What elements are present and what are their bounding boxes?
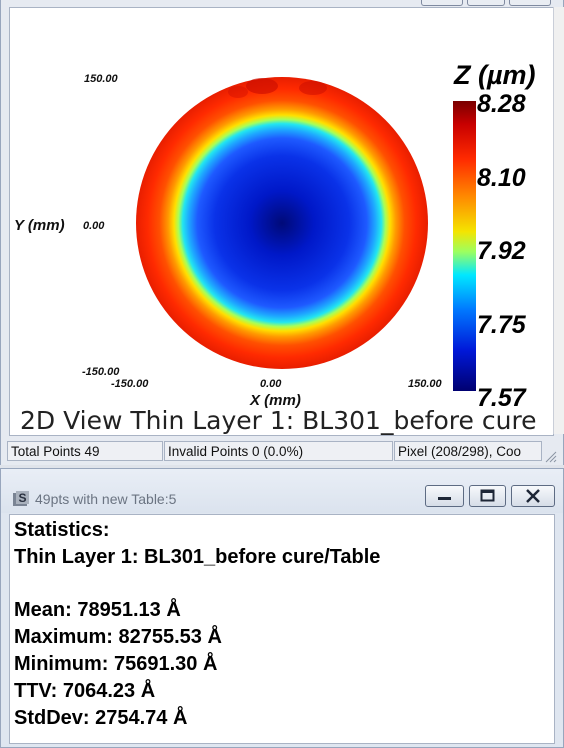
minimize-button-stub[interactable] bbox=[421, 0, 463, 6]
y-axis-label: Y (mm) bbox=[14, 217, 65, 234]
vertical-scrollbar[interactable] bbox=[553, 7, 564, 434]
x-axis-label: X (mm) bbox=[250, 392, 301, 409]
stats-window-title: 49pts with new Table:5 bbox=[35, 491, 177, 507]
hotspot bbox=[228, 86, 248, 98]
stat-ttv: TTV: 7064.23 Å bbox=[14, 680, 156, 702]
colorbar-label: 7.92 bbox=[477, 237, 526, 265]
svg-text:S: S bbox=[18, 491, 26, 505]
x-tick-zero: 0.00 bbox=[260, 378, 282, 390]
invalid-points-status: Invalid Points 0 (0.0%) bbox=[164, 441, 393, 461]
stats-layer-name: Thin Layer 1: BL301_before cure/Table bbox=[14, 546, 381, 568]
x-tick-max: 150.00 bbox=[408, 378, 442, 390]
y-tick-zero: 0.00 bbox=[83, 220, 105, 232]
status-bar: Total Points 49 Invalid Points 0 (0.0%) … bbox=[7, 441, 557, 463]
stats-heading: Statistics: bbox=[14, 519, 110, 541]
colorbar-title: Z (µm) bbox=[454, 60, 536, 90]
stats-titlebar[interactable]: S 49pts with new Table:5 bbox=[1, 469, 563, 513]
close-icon bbox=[526, 489, 540, 503]
stat-maximum: Maximum: 82755.53 Å bbox=[14, 626, 222, 648]
stats-window: S 49pts with new Table:5 Statistics: Thi… bbox=[0, 468, 564, 748]
colorbar-label: 8.28 bbox=[477, 90, 526, 118]
close-button-stub[interactable] bbox=[509, 0, 551, 6]
x-tick-min: -150.00 bbox=[111, 378, 149, 390]
stat-mean: Mean: 78951.13 Å bbox=[14, 599, 181, 621]
close-button[interactable] bbox=[511, 485, 555, 507]
minimize-button[interactable] bbox=[425, 485, 464, 507]
stats-text-area[interactable]: Statistics: Thin Layer 1: BL301_before c… bbox=[9, 514, 555, 744]
maximize-button-stub[interactable] bbox=[467, 0, 505, 6]
colorbar-label: 7.57 bbox=[477, 384, 526, 412]
stat-minimum: Minimum: 75691.30 Å bbox=[14, 653, 218, 675]
colorbar-label: 8.10 bbox=[477, 164, 526, 192]
total-points-status: Total Points 49 bbox=[7, 441, 163, 461]
colorbar-label: 7.75 bbox=[477, 311, 526, 339]
app-s-icon: S bbox=[13, 491, 29, 506]
y-tick-min: -150.00 bbox=[82, 366, 120, 378]
maximize-button[interactable] bbox=[469, 485, 506, 507]
resize-grip-icon[interactable] bbox=[543, 449, 557, 463]
maximize-icon bbox=[480, 489, 495, 502]
hotspot bbox=[299, 81, 327, 95]
minimize-icon bbox=[438, 497, 451, 500]
plot-area[interactable]: 150.00 0.00 -150.00 -150.00 0.00 150.00 … bbox=[9, 7, 554, 436]
y-tick-max: 150.00 bbox=[84, 73, 118, 85]
view-caption: 2D View Thin Layer 1: BL301_before cure bbox=[20, 406, 537, 435]
colorbar bbox=[453, 101, 476, 391]
wafer-map[interactable] bbox=[10, 8, 553, 435]
pixel-status: Pixel (208/298), Coo bbox=[394, 441, 542, 461]
hotspot bbox=[246, 78, 278, 94]
plot-window: 150.00 0.00 -150.00 -150.00 0.00 150.00 … bbox=[0, 0, 564, 465]
stat-stddev: StdDev: 2754.74 Å bbox=[14, 707, 188, 729]
wafer-disc bbox=[136, 77, 428, 369]
